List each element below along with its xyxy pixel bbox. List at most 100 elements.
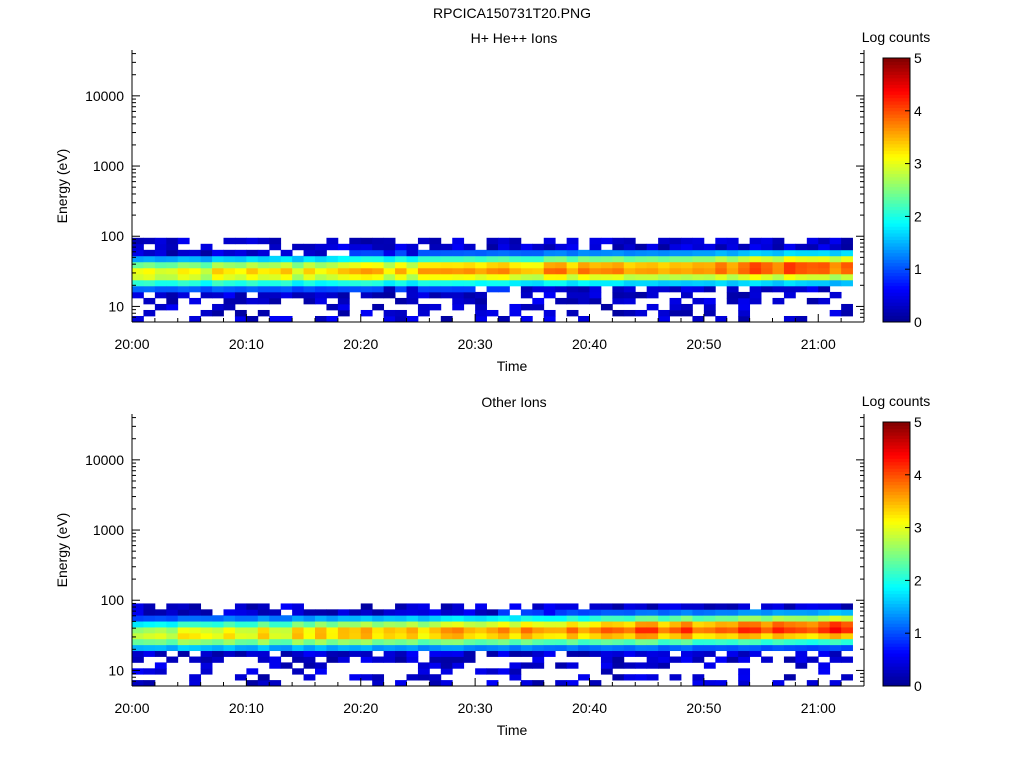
heatmap-cell <box>246 315 259 323</box>
heatmap-cell <box>177 650 190 657</box>
heatmap-cell <box>589 291 602 299</box>
heatmap-cell <box>806 279 819 287</box>
heatmap-cell <box>772 273 785 281</box>
heatmap-cell <box>726 615 739 622</box>
heatmap-cell <box>761 279 773 287</box>
heatmap-cell <box>669 297 682 305</box>
heatmap-cell <box>166 627 179 634</box>
heatmap-cell <box>841 609 853 616</box>
heatmap-cell <box>726 650 739 657</box>
heatmap-cell <box>498 315 510 323</box>
heatmap-cell <box>806 255 819 263</box>
heatmap-cell <box>681 237 693 245</box>
heatmap-cell <box>726 273 739 281</box>
colorbar-step <box>883 269 910 273</box>
heatmap-cell <box>795 255 808 263</box>
heatmap-cell <box>509 644 522 652</box>
heatmap-cell <box>669 243 682 251</box>
heatmap-cell <box>132 255 144 263</box>
colorbar-step <box>883 560 910 565</box>
heatmap-cell <box>452 609 465 616</box>
heatmap-cell <box>829 627 842 634</box>
heatmap-cell <box>452 267 465 275</box>
heatmap-cell <box>189 680 202 687</box>
heatmap-cell <box>692 644 705 652</box>
heatmap-cell <box>783 627 796 634</box>
heatmap-cell <box>726 609 739 616</box>
heatmap-cell <box>738 674 751 681</box>
colorbar-step <box>883 471 910 476</box>
heatmap-cell <box>578 621 590 628</box>
heatmap-cell <box>806 627 819 634</box>
heatmap-cell <box>234 261 247 269</box>
heatmap-cell <box>429 285 442 293</box>
heatmap-cell <box>452 627 465 634</box>
heatmap-cell <box>475 615 487 622</box>
heatmap-cell <box>223 273 236 281</box>
heatmap-cell <box>475 632 487 640</box>
colorbar-step <box>883 209 910 214</box>
heatmap-cell <box>612 243 625 251</box>
heatmap-cell <box>326 638 339 646</box>
heatmap-cell <box>749 621 762 628</box>
colorbar-step <box>883 521 910 525</box>
heatmap-cell <box>543 638 556 646</box>
heatmap-cell <box>246 279 259 287</box>
heatmap-cell <box>566 267 579 275</box>
heatmap-cell <box>429 279 442 287</box>
heatmap-cell <box>715 279 728 287</box>
heatmap-cell <box>806 243 819 251</box>
heatmap-cell <box>635 261 648 269</box>
heatmap-cell <box>406 638 419 646</box>
heatmap-cell <box>703 650 716 657</box>
heatmap-cell <box>555 615 568 622</box>
heatmap-cell <box>703 603 716 610</box>
colorbar-step <box>883 193 910 198</box>
heatmap-cell <box>452 303 465 311</box>
heatmap-cell <box>498 621 510 628</box>
y-tick-label: 10 <box>108 662 124 678</box>
heatmap-cell <box>486 261 499 269</box>
heatmap-cell <box>360 603 373 610</box>
heatmap-cell <box>829 279 842 287</box>
heatmap-cell <box>486 621 499 628</box>
heatmap-cell <box>154 615 167 622</box>
heatmap-cell <box>429 609 442 616</box>
heatmap-cell <box>658 315 670 323</box>
heatmap-cell <box>703 621 716 628</box>
heatmap-cell <box>452 261 465 269</box>
colorbar-step <box>883 481 910 486</box>
heatmap-cell <box>154 237 167 245</box>
heatmap-cell <box>726 261 739 269</box>
heatmap-cell <box>315 243 327 251</box>
heatmap-cell <box>600 638 613 646</box>
heatmap-cell <box>646 285 659 293</box>
heatmap-cell <box>543 261 556 269</box>
heatmap-cell <box>658 615 670 622</box>
colorbar-step <box>883 312 910 316</box>
heatmap-cell <box>189 267 202 275</box>
colorbar-step <box>883 666 910 670</box>
heatmap-cell <box>326 279 339 287</box>
heatmap-cell <box>315 297 327 305</box>
heatmap-cell <box>509 267 522 275</box>
colorbar-step <box>883 252 910 257</box>
heatmap-cell <box>772 632 785 640</box>
heatmap-cell <box>795 243 808 251</box>
heatmap-cell <box>200 650 213 657</box>
heatmap-cell <box>532 603 545 610</box>
heatmap-cell <box>669 609 682 616</box>
heatmap-cell <box>578 291 590 299</box>
heatmap-cell <box>406 291 419 299</box>
heatmap-cell <box>486 627 499 634</box>
heatmap-cell <box>532 261 545 269</box>
heatmap-cell <box>509 662 522 669</box>
heatmap-cell <box>440 627 453 634</box>
heatmap-cell <box>154 249 167 257</box>
heatmap-cell <box>280 249 293 257</box>
heatmap-cell <box>658 603 670 610</box>
heatmap-cell <box>372 261 385 269</box>
heatmap-cell <box>532 627 545 634</box>
heatmap-cell <box>280 267 293 275</box>
heatmap-cell <box>417 662 430 669</box>
